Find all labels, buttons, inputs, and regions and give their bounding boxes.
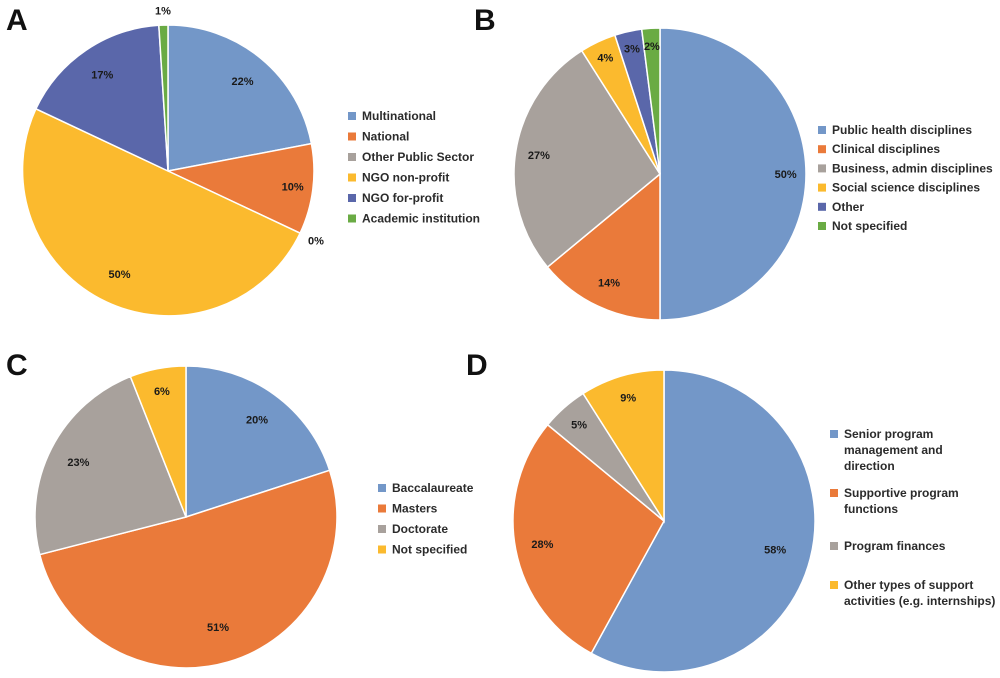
slice-label-ngo-non-profit: 50% (108, 269, 130, 281)
legend-label-masters: Masters (392, 502, 438, 516)
slice-label-masters: 51% (207, 622, 229, 634)
legend-swatch-clinical-disciplines (818, 145, 826, 154)
legend-label-program-finances: Program finances (844, 539, 946, 553)
slice-label-social-science-disciplines: 4% (597, 53, 613, 65)
legend-c: Baccalaureate Masters Doctorate Not specifi… (378, 481, 474, 557)
legend-label-other-types-of-support-activities-e-g-internships: activities (e.g. internships) (844, 594, 995, 608)
panel-letter-a: A (6, 4, 28, 37)
legend-label-academic-institution: Academic institution (362, 212, 480, 226)
panel-letter-d: D (466, 349, 488, 382)
panel-letter-b: B (474, 4, 496, 37)
pie-slice-not-specified (129, 365, 187, 518)
legend-label-senior-program-management-and-direction: direction (844, 459, 895, 473)
legend-label-supportive-program-functions: functions (844, 502, 898, 516)
slice-label-other: 3% (624, 44, 640, 56)
pie-slice-senior-program-management-and-direction (590, 369, 816, 673)
slice-label-not-specified: 6% (154, 386, 170, 398)
pie-slice-baccalaureate (185, 365, 331, 519)
pie-chart-d: 58% 28% 5% 9% Senior program management and di… (512, 369, 995, 673)
legend-swatch-business-admin-disciplines (818, 164, 826, 173)
legend-swatch-national (348, 132, 356, 141)
pie-slice-ngo-non-profit (21, 107, 302, 317)
legend-label-supportive-program-functions: Supportive program (844, 486, 959, 500)
pie-slice-academic-institution (158, 24, 169, 172)
legend-swatch-senior-program-management-and-direction (830, 430, 838, 438)
pie-slice-national (165, 142, 315, 235)
slice-label-senior-program-management-and-direction: 58% (764, 545, 786, 557)
legend-swatch-social-science-disciplines (818, 183, 826, 192)
pie-slice-supportive-program-functions (512, 423, 665, 655)
slice-label-academic-institution: 1% (155, 6, 171, 18)
pie-chart-a: 22% 10% 0% 50% 17% 1% Multinational National Oth… (21, 6, 480, 317)
slice-label-other-types-of-support-activities-e-g-internships: 9% (620, 393, 636, 405)
pie-slice-multinational (167, 24, 313, 172)
legend-label-not-specified: Not specified (832, 219, 907, 233)
slice-label-program-finances: 5% (571, 420, 587, 432)
legend-swatch-not-specified (818, 222, 826, 230)
legend-swatch-not-specified (378, 545, 386, 554)
pie-chart-b: 50% 14% 27% 4% 3% 2% Public health disciplines… (513, 27, 993, 321)
legend-swatch-other (818, 202, 826, 211)
legend-label-social-science-disciplines: Social science disciplines (832, 181, 980, 195)
legend-label-business-admin-disciplines: Business, admin disciplines (832, 161, 993, 175)
legend-label-other-types-of-support-activities-e-g-internships: Other types of support (844, 578, 973, 592)
slice-label-national: 10% (282, 182, 304, 194)
pie-slice-not-specified (640, 27, 661, 175)
legend-swatch-masters (378, 504, 386, 513)
legend-swatch-public-health-disciplines (818, 126, 826, 134)
legend-swatch-supportive-program-functions (830, 489, 838, 497)
pie-slice-business-admin-disciplines (513, 49, 661, 269)
slice-label-baccalaureate: 20% (246, 414, 268, 426)
legend-label-senior-program-management-and-direction: management and (844, 443, 943, 457)
legend-swatch-doctorate (378, 525, 386, 533)
legend-label-multinational: Multinational (362, 109, 436, 123)
panel-letter-c: C (6, 349, 28, 382)
pie-charts: 22% 10% 0% 50% 17% 1% Multinational National Oth… (21, 6, 995, 673)
legend-label-national: National (362, 130, 409, 144)
legend-swatch-ngo-for-profit (348, 194, 356, 202)
legend-d: Senior program management and direction Sup… (830, 427, 995, 608)
legend-swatch-other-public-sector (348, 153, 356, 161)
legend-swatch-program-finances (830, 542, 838, 550)
legend-b: Public health disciplines Clinical discip… (818, 123, 993, 233)
legend-label-doctorate: Doctorate (392, 522, 448, 536)
legend-label-not-specified: Not specified (392, 543, 467, 557)
legend-label-ngo-for-profit: NGO for-profit (362, 191, 443, 205)
legend-swatch-other-types-of-support-activities-e-g-internships (830, 581, 838, 589)
slice-label-business-admin-disciplines: 27% (528, 150, 550, 162)
pie-chart-c: 20% 51% 23% 6% Baccalaureate Masters Doctorate… (34, 365, 474, 669)
pie-slice-public-health-disciplines (659, 27, 807, 321)
pie-slice-doctorate (34, 375, 188, 556)
pie-slice-clinical-disciplines (546, 172, 661, 321)
slice-label-supportive-program-functions: 28% (531, 539, 553, 551)
legend-label-baccalaureate: Baccalaureate (392, 481, 474, 495)
legend-label-other: Other (832, 200, 864, 214)
slice-label-multinational: 22% (231, 76, 253, 88)
legend-swatch-ngo-non-profit (348, 173, 356, 182)
legend-swatch-academic-institution (348, 214, 356, 223)
slice-label-doctorate: 23% (67, 457, 89, 469)
slice-label-other-public-sector: 0% (308, 236, 324, 248)
slice-label-clinical-disciplines: 14% (598, 277, 620, 289)
pie-slice-masters (38, 469, 338, 669)
legend-label-ngo-non-profit: NGO non-profit (362, 171, 449, 185)
legend-label-other-public-sector: Other Public Sector (362, 150, 474, 164)
slice-label-not-specified: 2% (644, 41, 660, 53)
legend-a: Multinational National Other Public Sector… (348, 109, 480, 226)
legend-swatch-multinational (348, 112, 356, 120)
legend-label-public-health-disciplines: Public health disciplines (832, 123, 972, 137)
pie-slice-ngo-for-profit (34, 24, 169, 173)
slice-label-ngo-for-profit: 17% (91, 69, 113, 81)
pie-slice-other-types-of-support-activities-e-g-internships (582, 369, 665, 524)
legend-label-clinical-disciplines: Clinical disciplines (832, 142, 940, 156)
legend-label-senior-program-management-and-direction: Senior program (844, 427, 933, 441)
legend-swatch-baccalaureate (378, 484, 386, 492)
slice-label-public-health-disciplines: 50% (775, 169, 797, 181)
